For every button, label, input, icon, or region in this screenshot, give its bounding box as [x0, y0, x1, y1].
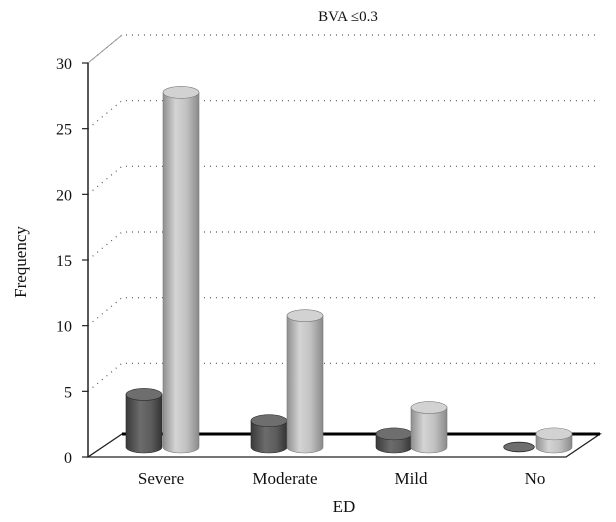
- bar: [503, 441, 535, 453]
- y-tick-label: 30: [56, 56, 72, 73]
- bar: [162, 86, 200, 454]
- bar: [410, 401, 448, 454]
- bar: [286, 309, 324, 454]
- x-tick-label: Severe: [138, 469, 184, 488]
- bar: [375, 427, 413, 454]
- y-tick-label: 15: [56, 253, 72, 270]
- x-axis: Severe Moderate Mild No: [138, 469, 546, 488]
- chart-title: BVA ≤0.3: [318, 9, 378, 25]
- y-axis: 0 5 10 15 20 25 30: [56, 56, 88, 467]
- y-tick-label: 0: [64, 450, 72, 467]
- bar: [125, 388, 163, 454]
- y-tick-label: 5: [64, 384, 72, 401]
- x-axis-title: ED: [333, 497, 356, 516]
- bar: [250, 414, 288, 454]
- x-tick-label: Mild: [394, 469, 428, 488]
- y-tick-label: 10: [56, 319, 72, 336]
- y-tick-label: 25: [56, 122, 72, 139]
- bars: [125, 86, 573, 454]
- x-tick-label: No: [525, 469, 546, 488]
- gridline: [87, 34, 600, 64]
- axis-3d-edges: [87, 34, 123, 458]
- y-axis-title: Frequency: [11, 226, 30, 298]
- bar: [535, 427, 573, 454]
- y-tick-label: 20: [56, 187, 72, 204]
- x-tick-label: Moderate: [252, 469, 317, 488]
